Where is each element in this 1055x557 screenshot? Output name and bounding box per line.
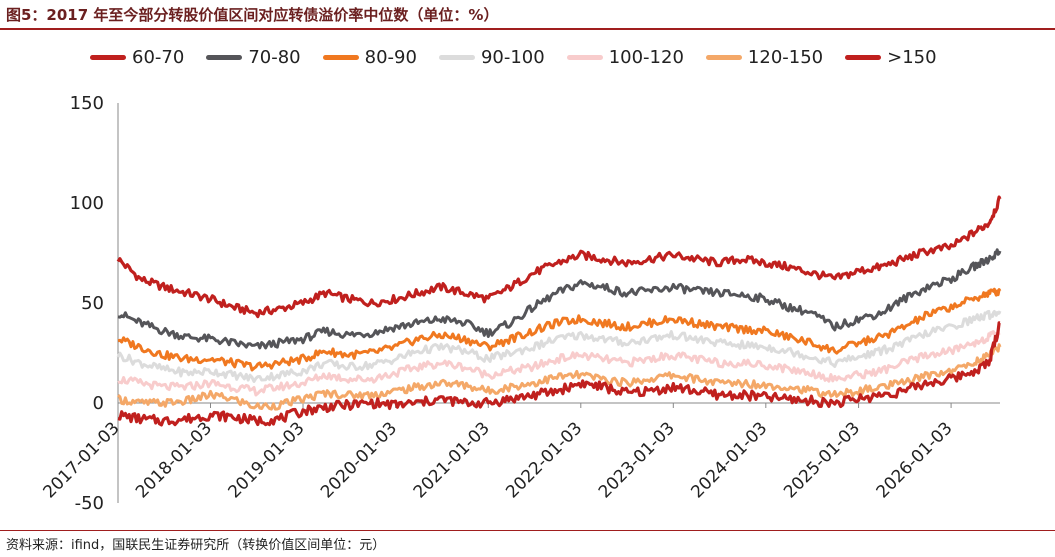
legend-label: 60-70 bbox=[132, 47, 185, 68]
x-tick-label: 2025-01-03 bbox=[780, 418, 864, 502]
y-tick-label: 150 bbox=[70, 93, 104, 114]
legend-label: 100-120 bbox=[608, 47, 684, 68]
series-line-4 bbox=[116, 309, 1002, 383]
source-note: 资料来源：ifind，国联民生证券研究所（转换价值区间单位：元） bbox=[6, 538, 386, 553]
title-rule bbox=[0, 28, 1055, 30]
legend-swatch bbox=[206, 55, 243, 60]
y-tick-label: 0 bbox=[93, 393, 104, 414]
legend-label: 80-90 bbox=[364, 47, 417, 68]
x-tick-label: 2021-01-03 bbox=[410, 418, 494, 502]
x-tick-label: 2022-01-03 bbox=[502, 418, 586, 502]
series-line-5 bbox=[117, 330, 1001, 397]
legend-label: >150 bbox=[887, 47, 937, 68]
x-tick-label: 2020-01-03 bbox=[317, 418, 401, 502]
legend-item: 90-100 bbox=[438, 47, 545, 68]
series-line-2 bbox=[117, 248, 1002, 350]
series-line-7 bbox=[117, 321, 1001, 427]
legend-swatch bbox=[845, 55, 882, 60]
series-line-6 bbox=[117, 343, 1002, 411]
x-tick-label: 2017-01-03 bbox=[40, 418, 124, 502]
x-tick-label: 2024-01-03 bbox=[687, 418, 771, 502]
x-tick-label: 2023-01-03 bbox=[595, 418, 679, 502]
legend-item: >150 bbox=[845, 47, 937, 68]
legend-label: 90-100 bbox=[480, 47, 545, 68]
y-tick-label: 100 bbox=[70, 193, 104, 214]
y-tick-label: 50 bbox=[81, 293, 104, 314]
chart-legend: 60-70 70-80 80-90 90-100 100-120 120-150 >150 bbox=[90, 47, 937, 68]
legend-label: 70-80 bbox=[248, 47, 301, 68]
source-rule bbox=[0, 530, 1055, 531]
legend-item: 120-150 bbox=[705, 47, 824, 68]
x-tick-label: 2026-01-03 bbox=[873, 418, 957, 502]
chart-title: 图5：2017 年至今部分转股价值区间对应转债溢价率中位数（单位：%） bbox=[6, 6, 499, 24]
legend-item: 60-70 bbox=[90, 47, 184, 68]
series-line-3 bbox=[117, 287, 1002, 372]
y-tick-label: -50 bbox=[75, 493, 104, 514]
legend-swatch bbox=[566, 55, 603, 60]
x-tick-label: 2019-01-03 bbox=[225, 418, 309, 502]
legend-swatch bbox=[705, 55, 742, 60]
legend-swatch bbox=[438, 55, 475, 60]
series-line-1 bbox=[116, 195, 1002, 319]
x-tick-label: 2018-01-03 bbox=[132, 418, 216, 502]
legend-swatch bbox=[322, 55, 359, 60]
legend-item: 70-80 bbox=[206, 47, 301, 68]
legend-item: 100-120 bbox=[566, 47, 684, 68]
legend-label: 120-150 bbox=[747, 47, 824, 68]
legend-item: 80-90 bbox=[322, 47, 417, 68]
legend-swatch bbox=[90, 55, 126, 60]
